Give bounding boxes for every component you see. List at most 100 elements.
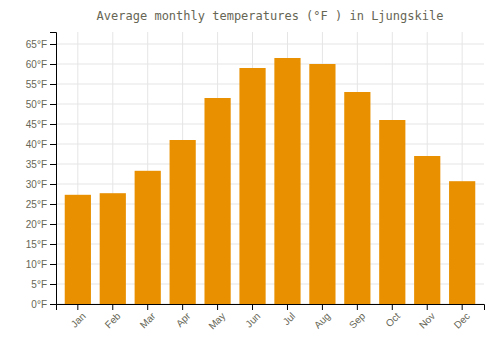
tick-mark	[50, 84, 56, 85]
tick-label: 30°F	[26, 179, 47, 190]
tick-label: Dec	[452, 310, 472, 330]
tick-label: Mar	[138, 310, 158, 330]
tick: 30°F	[26, 179, 56, 190]
grid-line	[56, 124, 484, 125]
bar	[65, 195, 91, 304]
tick: 20°F	[26, 219, 56, 230]
tick: 55°F	[26, 79, 56, 90]
tick: 60°F	[26, 59, 56, 70]
tick: Feb	[103, 304, 123, 330]
tick-mark	[50, 144, 56, 145]
tick-label: 5°F	[31, 279, 47, 290]
tick-mark	[50, 104, 56, 105]
tick-label: 40°F	[26, 139, 47, 150]
grid-line	[56, 44, 484, 45]
tick-mark	[462, 304, 463, 310]
bar	[204, 98, 230, 304]
tick: Dec	[452, 304, 472, 331]
bars	[65, 58, 476, 304]
bar	[344, 92, 370, 304]
tick-mark	[147, 304, 148, 310]
tick: 0°F	[31, 299, 56, 310]
grid-line	[56, 144, 484, 145]
tick-label: 10°F	[26, 259, 47, 270]
tick: 10°F	[26, 259, 56, 270]
tick: 45°F	[26, 119, 56, 130]
tick: Oct	[383, 304, 402, 329]
tick: Apr	[174, 304, 193, 329]
tick-mark	[322, 304, 323, 310]
tick-label: Sep	[347, 310, 368, 331]
tick-mark	[217, 304, 218, 310]
tick-mark	[50, 44, 56, 45]
bar	[449, 181, 475, 304]
tick: Jun	[243, 304, 262, 330]
grid-line	[56, 64, 484, 65]
tick: Nov	[417, 304, 437, 331]
tick-mark	[182, 304, 183, 310]
axis-line	[57, 305, 485, 311]
tick-label: Jun	[243, 310, 262, 329]
tick-mark	[252, 304, 253, 310]
axis-line	[50, 33, 57, 305]
tick-label: 45°F	[26, 119, 47, 130]
tick-mark	[392, 304, 393, 310]
tick-mark	[50, 304, 56, 305]
tick-label: 20°F	[26, 219, 47, 230]
x-axis: Jan Feb Mar Apr May Jun Jul Aug Sep Oct Nov Dec	[57, 304, 485, 332]
tick-mark	[357, 304, 358, 310]
tick: 35°F	[26, 159, 56, 170]
bar	[170, 140, 196, 304]
tick-mark	[50, 184, 56, 185]
y-axis: 0°F 5°F 10°F 15°F 20°F 25°F 30°F 35°F 40°F 45°F 50…	[26, 33, 57, 310]
tick-label: Apr	[174, 310, 193, 329]
tick-mark	[50, 264, 56, 265]
tick-mark	[50, 284, 56, 285]
tick: 5°F	[31, 279, 56, 290]
tick-label: Nov	[417, 310, 437, 330]
tick-label: Aug	[312, 310, 332, 330]
tick-mark	[50, 224, 56, 225]
grid	[56, 32, 484, 304]
tick: May	[206, 304, 227, 332]
tick-mark	[50, 164, 56, 165]
tick-label: 65°F	[26, 39, 47, 50]
tick: Jan	[69, 304, 88, 330]
tick-label: 50°F	[26, 99, 47, 110]
bar	[274, 58, 300, 304]
tick: 65°F	[26, 39, 56, 50]
tick-label: Jul	[281, 310, 298, 327]
tick-label: 15°F	[26, 239, 47, 250]
title: Average monthly temperatures (°F ) in Lj…	[97, 9, 444, 23]
bar	[239, 68, 265, 304]
tick-mark	[112, 304, 113, 310]
plot: 0°F 5°F 10°F 15°F 20°F 25°F 30°F 35°F 40°F 45°F 50…	[26, 32, 485, 332]
tick-mark	[50, 64, 56, 65]
tick-label: Oct	[383, 310, 402, 329]
tick: 15°F	[26, 239, 56, 250]
tick-mark	[427, 304, 428, 310]
grid-line	[56, 84, 484, 85]
tick-label: Jan	[69, 310, 88, 329]
tick-mark	[50, 204, 56, 205]
tick: Aug	[312, 304, 332, 331]
tick-mark	[50, 244, 56, 245]
bar	[100, 193, 126, 304]
bar	[309, 64, 335, 304]
tick: 25°F	[26, 199, 56, 210]
grid-line	[56, 104, 484, 105]
tick-label: 60°F	[26, 59, 47, 70]
tick-label: 25°F	[26, 199, 47, 210]
bar	[414, 156, 440, 304]
tick: Jul	[281, 304, 298, 327]
tick: Sep	[347, 304, 368, 331]
tick: 50°F	[26, 99, 56, 110]
tick-label: 35°F	[26, 159, 47, 170]
tick-label: 55°F	[26, 79, 47, 90]
tick-mark	[77, 304, 78, 310]
tick-label: 0°F	[31, 299, 47, 310]
tick: Mar	[138, 304, 158, 330]
bar	[379, 120, 405, 304]
tick-mark	[287, 304, 288, 310]
tick-label: May	[206, 310, 227, 331]
